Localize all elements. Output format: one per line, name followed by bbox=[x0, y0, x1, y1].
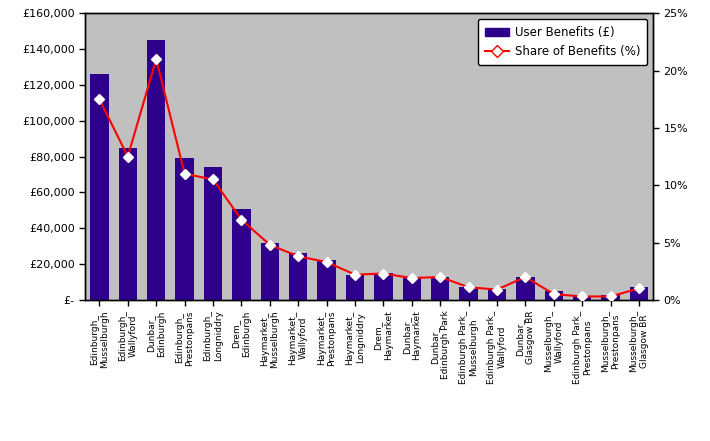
Bar bbox=[630, 288, 648, 300]
Bar bbox=[90, 74, 109, 300]
Bar bbox=[573, 296, 591, 300]
Bar bbox=[119, 148, 137, 300]
Bar bbox=[204, 167, 222, 300]
Bar bbox=[516, 277, 535, 300]
Bar bbox=[261, 243, 279, 300]
Bar bbox=[403, 278, 421, 300]
Bar bbox=[232, 209, 251, 300]
Bar bbox=[374, 273, 393, 300]
Bar bbox=[175, 158, 194, 300]
Bar bbox=[317, 261, 336, 300]
Bar bbox=[147, 40, 165, 300]
Bar bbox=[431, 277, 449, 300]
Bar bbox=[545, 291, 563, 300]
Bar bbox=[289, 253, 307, 300]
Bar bbox=[346, 275, 364, 300]
Legend: User Benefits (£), Share of Benefits (%): User Benefits (£), Share of Benefits (%) bbox=[478, 19, 648, 65]
Bar bbox=[601, 295, 620, 300]
Bar bbox=[488, 289, 506, 300]
Bar bbox=[459, 288, 478, 300]
